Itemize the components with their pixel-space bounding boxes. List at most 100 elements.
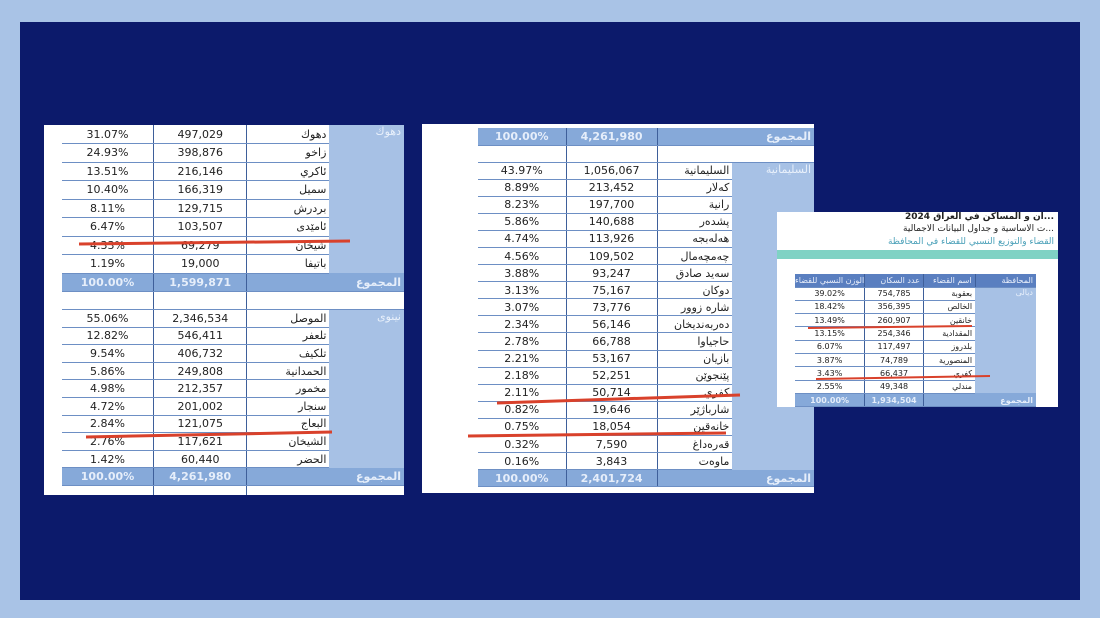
total-percentage: 100.00% [478,469,567,488]
district-name-cell: مخمور [246,379,330,398]
percentage-cell: 4.72% [62,397,154,416]
population-cell: 18,054 [565,418,658,437]
percentage-cell: 13.15% [795,326,865,341]
percentage-cell: 43.97% [478,162,567,180]
table-row: 2.84% 121,075 البعاج [62,415,404,434]
district-name-cell: السليمانية [656,162,733,180]
percentage-cell: 55.06% [62,309,154,328]
district-name-cell: بازیان [656,350,733,368]
population-cell: 49,348 [864,380,924,394]
population-cell: 254,346 [864,326,924,341]
percentage-cell: 0.16% [478,452,567,471]
percentage-cell: 2.84% [62,415,154,434]
population-cell: 2,346,534 [153,309,247,328]
table-row: 3.88% 93,247 سەید صادق [478,264,814,283]
table-row: 3.07% 73,776 شارە زوور [478,298,814,317]
percentage-cell: 4.56% [478,247,567,266]
population-cell: 1,056,067 [565,162,658,180]
district-name-cell: ئاكري [246,162,330,181]
population-cell: 69,279 [153,236,247,255]
district-name-cell: سنجار [246,397,330,416]
teal-bar [777,250,1058,259]
percentage-cell: 3.13% [478,281,567,300]
district-name-cell: الحمدانية [246,362,330,381]
column-header: المحافظة [974,274,1036,288]
table-row: 1.42% 60,440 الحضر [62,450,404,469]
empty-cell [329,291,404,310]
population-cell: 52,251 [565,367,658,385]
population-cell: 356,395 [864,300,924,315]
district-name-cell: شيخان [246,236,330,255]
table-row: 5.86% 140,688 پشدەر [478,213,814,231]
district-name-cell: رانية [656,196,733,214]
percentage-cell: 2.76% [62,432,154,451]
total-population: 4,261,980 [565,128,658,146]
district-name-cell: شارباژێر [656,401,733,419]
population-cell: 212,357 [153,379,247,398]
district-name-cell: خانقين [922,313,976,328]
district-name-cell: هەلەبجە [656,230,733,248]
province-cell: نينوى [329,309,404,468]
population-cell: 60,440 [153,450,247,469]
percentage-cell: 10.40% [62,180,154,200]
table-row: 3.87% 74,789 المنصورية [795,353,1036,368]
population-cell: 66,788 [565,332,658,351]
table-row: 0.16% 3,843 ماوەت [478,452,814,471]
column-header: عدد السكان [864,274,924,288]
population-cell: 406,732 [153,344,247,363]
blank-row [62,291,404,310]
table-row: 4.98% 212,357 مخمور [62,379,404,398]
column-header: اسم القضاء [922,274,976,288]
table-row: 9.54% 406,732 تلكيف [62,344,404,363]
population-cell: 546,411 [153,327,247,346]
district-name-cell: دهوك [246,125,330,144]
population-cell: 19,646 [565,401,658,419]
population-cell: 19,000 [153,254,247,274]
column-header: الوزن النسبي للقضاء [795,274,865,288]
percentage-cell: 4.33% [62,236,154,255]
table-row: 12.82% 546,411 تلعفر [62,327,404,346]
district-name-cell: بلدروز [922,340,976,354]
percentage-cell: 0.32% [478,435,567,454]
district-name-cell: المقدادية [922,326,976,341]
district-name-cell: تلعفر [246,327,330,346]
percentage-cell: 3.88% [478,264,567,283]
total-percentage: 100.00% [478,128,567,146]
percentage-cell: 9.54% [62,344,154,363]
table-diyala: الوزن النسبي للقضاء عدد السكان اسم القضاء ا… [795,274,1036,407]
district-name-cell: پێنجوێن [656,367,733,385]
population-cell: 129,715 [153,199,247,218]
blank-row [478,145,814,163]
district-name-cell: الخالص [922,300,976,315]
population-cell: 260,907 [864,313,924,328]
population-cell: 213,452 [565,179,658,197]
population-cell: 75,167 [565,281,658,300]
population-cell: 166,319 [153,180,247,200]
empty-cell [329,485,404,495]
table-row: 2.18% 52,251 پێنجوێن [478,367,814,385]
table-row: 13.51% 216,146 ئاكري [62,162,404,181]
district-name-cell: البعاج [246,415,330,434]
district-name-cell: مندلي [922,380,976,394]
empty-cell [153,291,247,310]
table-row: 6.47% 103,507 ئامێدی [62,217,404,237]
percentage-cell: 1.19% [62,254,154,274]
population-cell: 197,700 [565,196,658,214]
district-name-cell: دەربەندیخان [656,315,733,334]
percentage-cell: 5.86% [478,213,567,231]
percentage-cell: 4.98% [62,379,154,398]
empty-cell [246,485,330,495]
percentage-cell: 2.55% [795,380,865,394]
total-row: 100.00% 2,401,724 المجموع [478,469,814,488]
percentage-cell: 2.21% [478,350,567,368]
district-name-cell: حاجیاوا [656,332,733,351]
table-row: 2.55% 49,348 مندلي [795,380,1036,394]
district-name-cell: قەرەداغ [656,435,733,454]
table-row: 43.97% 1,056,067 السليمانية السليمانية [478,162,814,470]
total-label: المجموع [656,469,814,488]
table-row: 2.34% 56,146 دەربەندیخان [478,315,814,334]
percentage-cell: 2.11% [478,384,567,402]
district-name-cell: تلكيف [246,344,330,363]
table-row: 39.02% 754,785 بعقوبة ديالى [795,287,1036,394]
table-row: 13.49% 260,907 خانقين [795,313,1036,328]
